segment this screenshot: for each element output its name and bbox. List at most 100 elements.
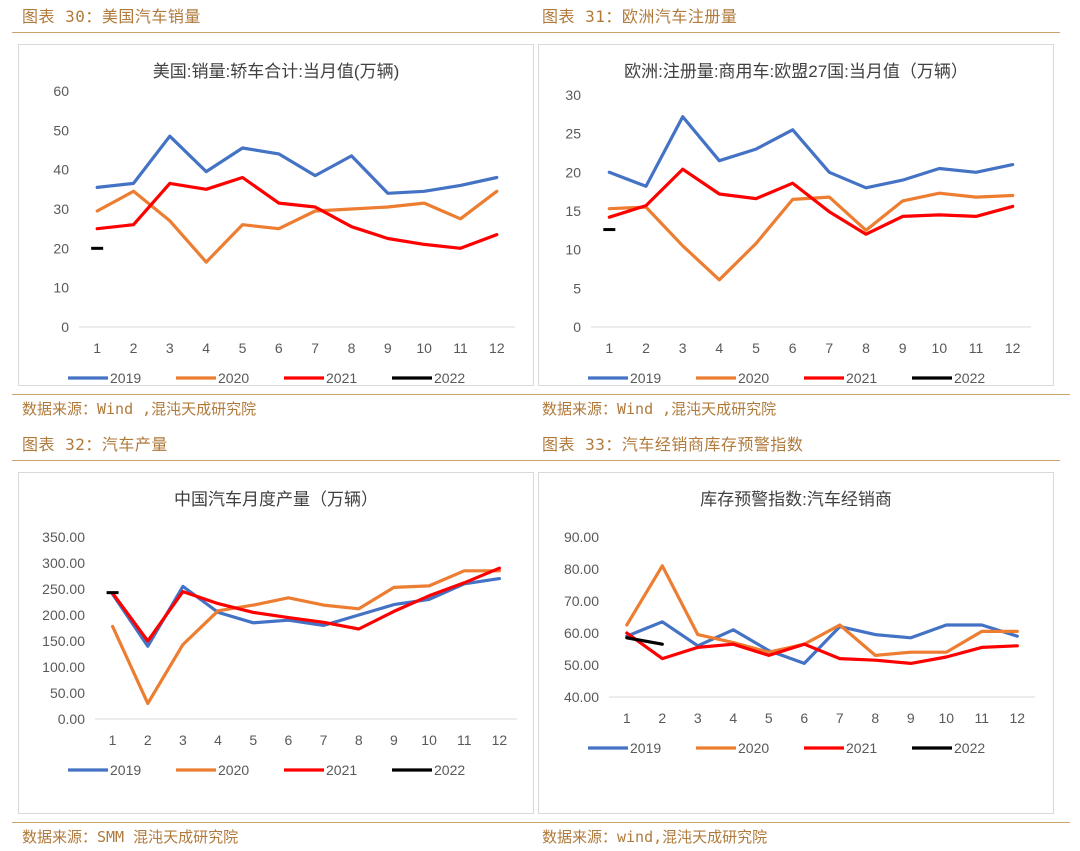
legend-label: 2021 — [326, 762, 357, 778]
y-tick-label: 50 — [53, 122, 69, 138]
y-tick-label: 150.00 — [42, 633, 85, 649]
x-tick-label: 11 — [457, 732, 472, 748]
legend-label: 2022 — [434, 370, 465, 385]
legend-label: 2020 — [218, 370, 249, 385]
y-tick-label: 100.00 — [42, 659, 85, 675]
legend-label: 2021 — [846, 370, 877, 385]
x-tick-label: 9 — [384, 340, 392, 356]
x-tick-label: 8 — [871, 710, 879, 726]
chart-title: 美国:销量:轿车合计:当月值(万辆) — [153, 62, 400, 81]
data-source: 数据来源：SMM 混沌天成研究院 — [12, 822, 550, 851]
figure-caption: 图表 32：汽车产量 — [12, 428, 540, 461]
y-tick-label: 50.00 — [564, 657, 599, 673]
x-tick-label: 1 — [605, 340, 613, 356]
data-source: 数据来源：wind,混沌天成研究院 — [532, 822, 1070, 851]
x-tick-label: 11 — [974, 710, 989, 726]
chart-dealer-inventory: 库存预警指数:汽车经销商40.0050.0060.0070.0080.0090.… — [539, 473, 1053, 813]
series-2020-line — [97, 191, 497, 262]
x-tick-label: 2 — [130, 340, 138, 356]
y-tick-label: 300.00 — [42, 555, 85, 571]
y-tick-label: 350.00 — [42, 529, 85, 545]
series-2019-line — [609, 117, 1012, 188]
x-tick-label: 7 — [825, 340, 833, 356]
x-tick-label: 3 — [694, 710, 702, 726]
y-tick-label: 15 — [565, 203, 581, 219]
y-tick-label: 0 — [61, 319, 69, 335]
chart-title: 中国汽车月度产量（万辆） — [174, 490, 378, 509]
chart-china-production: 中国汽车月度产量（万辆）0.0050.00100.00150.00200.002… — [19, 473, 533, 813]
legend-label: 2022 — [954, 370, 985, 385]
y-tick-label: 60.00 — [564, 625, 599, 641]
x-tick-label: 11 — [969, 340, 984, 356]
x-tick-label: 6 — [789, 340, 797, 356]
x-tick-label: 10 — [932, 340, 948, 356]
y-tick-label: 30 — [53, 201, 69, 217]
y-tick-label: 10 — [565, 242, 581, 258]
legend-label: 2020 — [738, 370, 769, 385]
x-tick-label: 12 — [489, 340, 505, 356]
y-tick-label: 250.00 — [42, 581, 85, 597]
x-tick-label: 8 — [348, 340, 356, 356]
y-tick-label: 10 — [53, 280, 69, 296]
legend-label: 2019 — [630, 370, 661, 385]
series-2020-line — [627, 566, 1018, 656]
x-tick-label: 9 — [907, 710, 915, 726]
x-tick-label: 4 — [214, 732, 222, 748]
legend-label: 2021 — [846, 740, 877, 756]
legend-label: 2019 — [630, 740, 661, 756]
x-tick-label: 11 — [453, 340, 468, 356]
x-tick-label: 4 — [202, 340, 210, 356]
x-tick-label: 3 — [679, 340, 687, 356]
x-tick-label: 7 — [320, 732, 328, 748]
y-tick-label: 40 — [53, 162, 69, 178]
y-tick-label: 90.00 — [564, 529, 599, 545]
x-tick-label: 12 — [1009, 710, 1025, 726]
y-tick-label: 20 — [565, 164, 581, 180]
x-tick-label: 12 — [492, 732, 508, 748]
x-tick-label: 2 — [642, 340, 650, 356]
x-tick-label: 6 — [275, 340, 283, 356]
x-tick-label: 7 — [836, 710, 844, 726]
x-tick-label: 7 — [311, 340, 319, 356]
x-tick-label: 10 — [938, 710, 954, 726]
legend-label: 2022 — [954, 740, 985, 756]
legend-label: 2020 — [738, 740, 769, 756]
y-tick-label: 25 — [565, 126, 581, 142]
x-tick-label: 8 — [862, 340, 870, 356]
x-tick-label: 4 — [729, 710, 737, 726]
series-2019-line — [627, 622, 1018, 664]
x-tick-label: 6 — [285, 732, 293, 748]
figure-caption: 图表 30：美国汽车销量 — [12, 0, 540, 33]
x-tick-label: 1 — [623, 710, 631, 726]
x-tick-label: 5 — [765, 710, 773, 726]
x-tick-label: 1 — [109, 732, 117, 748]
figure-caption: 图表 31：欧洲汽车注册量 — [532, 0, 1060, 33]
data-source: 数据来源：Wind ,混沌天成研究院 — [12, 394, 550, 423]
x-tick-label: 8 — [355, 732, 363, 748]
x-tick-label: 12 — [1005, 340, 1021, 356]
chart-title: 欧洲:注册量:商用车:欧盟27国:当月值（万辆） — [624, 62, 968, 81]
y-tick-label: 5 — [573, 280, 581, 296]
y-tick-label: 20 — [53, 240, 69, 256]
chart-title: 库存预警指数:汽车经销商 — [700, 490, 892, 509]
figure-caption: 图表 33：汽车经销商库存预警指数 — [532, 428, 1060, 461]
legend-label: 2019 — [110, 370, 141, 385]
x-tick-label: 10 — [416, 340, 432, 356]
y-tick-label: 80.00 — [564, 561, 599, 577]
legend-label: 2022 — [434, 762, 465, 778]
x-tick-label: 3 — [166, 340, 174, 356]
x-tick-label: 10 — [421, 732, 437, 748]
legend-label: 2021 — [326, 370, 357, 385]
legend-label: 2019 — [110, 762, 141, 778]
y-tick-label: 200.00 — [42, 607, 85, 623]
x-tick-label: 9 — [390, 732, 398, 748]
y-tick-label: 70.00 — [564, 593, 599, 609]
y-tick-label: 60 — [53, 83, 69, 99]
